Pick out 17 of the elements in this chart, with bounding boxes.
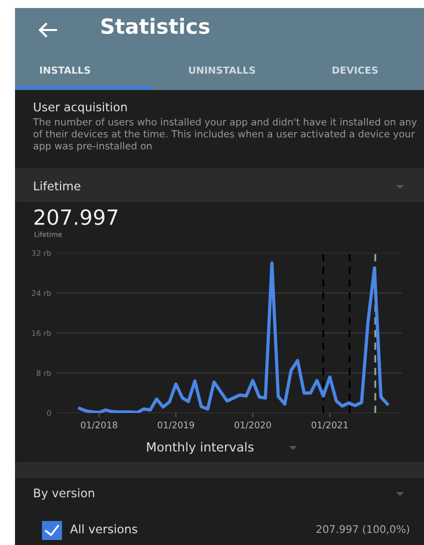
text: UNINSTALLS bbox=[189, 66, 256, 74]
text: Monthly intervals bbox=[147, 442, 254, 454]
text: All versions bbox=[70, 524, 138, 534]
text: DEVICES bbox=[332, 66, 378, 74]
text: User acquisition bbox=[34, 102, 127, 114]
text: By version bbox=[34, 488, 94, 500]
text: 207.997 (100,0%) bbox=[316, 524, 410, 534]
text: The number of users who installed your app and didn't have it installed on any of their devices at the time. This includes when a user activated a device your app was pre-installed on bbox=[32, 118, 417, 152]
line-series bbox=[78, 261, 389, 413]
x-tick-label: 01/2020 bbox=[234, 421, 271, 430]
x-tick-label: 01/2018 bbox=[80, 421, 118, 430]
text: Lifetime bbox=[34, 181, 80, 190]
text: 207.997 bbox=[34, 209, 118, 226]
x-tick-label: 01/2019 bbox=[158, 421, 194, 430]
x-tick-label: 01/2021 bbox=[312, 421, 348, 430]
chart-title: Statistics bbox=[101, 18, 210, 34]
text: INSTALLS bbox=[40, 66, 90, 74]
